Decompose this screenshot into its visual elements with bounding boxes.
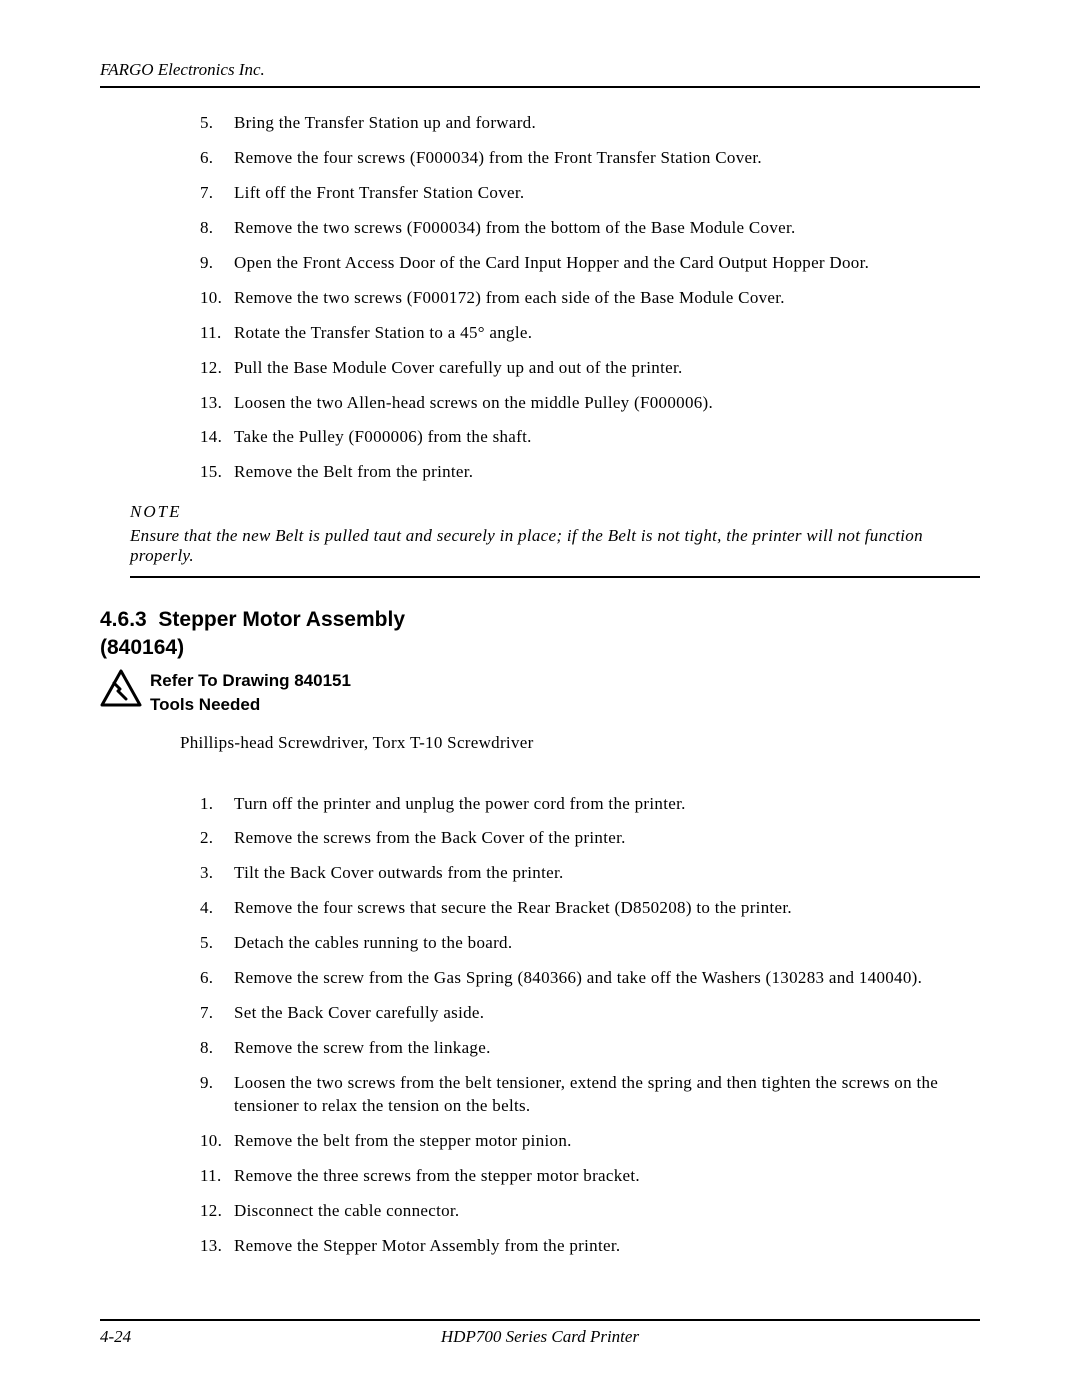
step-item: 7.Set the Back Cover carefully aside. [200, 1002, 970, 1025]
step-text: Remove the four screws (F000034) from th… [234, 147, 970, 170]
section-title: Stepper Motor Assembly [158, 608, 405, 631]
section-number: 4.6.3 [100, 608, 147, 631]
step-text: Detach the cables running to the board. [234, 932, 970, 955]
step-text: Rotate the Transfer Station to a 45° ang… [234, 322, 970, 345]
step-text: Loosen the two Allen-head screws on the … [234, 392, 970, 415]
step-number: 6. [200, 967, 234, 990]
refer-block: Refer To Drawing 840151 Tools Needed [100, 669, 980, 717]
tools-needed-label: Tools Needed [150, 693, 351, 717]
step-number: 13. [200, 392, 234, 415]
step-number: 12. [200, 357, 234, 380]
step-number: 7. [200, 1002, 234, 1025]
step-text: Remove the two screws (F000034) from the… [234, 217, 970, 240]
step-number: 5. [200, 932, 234, 955]
step-text: Open the Front Access Door of the Card I… [234, 252, 970, 275]
step-number: 11. [200, 322, 234, 345]
step-item: 13.Loosen the two Allen-head screws on t… [200, 392, 970, 415]
refer-drawing-label: Refer To Drawing 840151 [150, 669, 351, 693]
step-item: 2.Remove the screws from the Back Cover … [200, 827, 970, 850]
step-number: 1. [200, 793, 234, 816]
section-heading: 4.6.3 Stepper Motor Assembly (840164) [100, 606, 980, 661]
header-company: FARGO Electronics Inc. [100, 60, 980, 88]
step-number: 9. [200, 252, 234, 275]
section-part-number: (840164) [100, 636, 184, 659]
step-text: Pull the Base Module Cover carefully up … [234, 357, 970, 380]
page-footer: 4-24 HDP700 Series Card Printer [100, 1319, 980, 1347]
step-number: 15. [200, 461, 234, 484]
refer-text-block: Refer To Drawing 840151 Tools Needed [150, 669, 351, 717]
step-item: 10.Remove the belt from the stepper moto… [200, 1130, 970, 1153]
step-number: 5. [200, 112, 234, 135]
step-number: 4. [200, 897, 234, 920]
step-text: Remove the Stepper Motor Assembly from t… [234, 1235, 970, 1258]
step-item: 13.Remove the Stepper Motor Assembly fro… [200, 1235, 970, 1258]
step-text: Remove the screws from the Back Cover of… [234, 827, 970, 850]
caution-triangle-icon [100, 669, 142, 707]
step-number: 12. [200, 1200, 234, 1223]
footer-product-line: HDP700 Series Card Printer [100, 1327, 980, 1347]
step-text: Remove the belt from the stepper motor p… [234, 1130, 970, 1153]
step-number: 6. [200, 147, 234, 170]
step-item: 11.Remove the three screws from the step… [200, 1165, 970, 1188]
step-item: 7.Lift off the Front Transfer Station Co… [200, 182, 970, 205]
step-text: Bring the Transfer Station up and forwar… [234, 112, 970, 135]
step-text: Remove the two screws (F000172) from eac… [234, 287, 970, 310]
step-number: 9. [200, 1072, 234, 1118]
step-text: Set the Back Cover carefully aside. [234, 1002, 970, 1025]
step-text: Take the Pulley (F000006) from the shaft… [234, 426, 970, 449]
step-text: Remove the three screws from the stepper… [234, 1165, 970, 1188]
step-item: 6.Remove the four screws (F000034) from … [200, 147, 970, 170]
step-text: Lift off the Front Transfer Station Cove… [234, 182, 970, 205]
step-number: 10. [200, 287, 234, 310]
step-item: 9.Open the Front Access Door of the Card… [200, 252, 970, 275]
step-number: 2. [200, 827, 234, 850]
step-item: 12.Pull the Base Module Cover carefully … [200, 357, 970, 380]
step-item: 10.Remove the two screws (F000172) from … [200, 287, 970, 310]
step-item: 3.Tilt the Back Cover outwards from the … [200, 862, 970, 885]
step-number: 13. [200, 1235, 234, 1258]
step-item: 1.Turn off the printer and unplug the po… [200, 793, 970, 816]
step-text: Remove the four screws that secure the R… [234, 897, 970, 920]
step-text: Disconnect the cable connector. [234, 1200, 970, 1223]
step-text: Remove the screw from the linkage. [234, 1037, 970, 1060]
note-label: NOTE [130, 502, 980, 522]
step-text: Loosen the two screws from the belt tens… [234, 1072, 970, 1118]
step-item: 11.Rotate the Transfer Station to a 45° … [200, 322, 970, 345]
step-text: Remove the screw from the Gas Spring (84… [234, 967, 970, 990]
step-item: 9.Loosen the two screws from the belt te… [200, 1072, 970, 1118]
step-number: 8. [200, 1037, 234, 1060]
second-steps-list: 1.Turn off the printer and unplug the po… [200, 793, 970, 1258]
step-item: 12.Disconnect the cable connector. [200, 1200, 970, 1223]
step-text: Tilt the Back Cover outwards from the pr… [234, 862, 970, 885]
step-item: 8.Remove the two screws (F000034) from t… [200, 217, 970, 240]
step-text: Turn off the printer and unplug the powe… [234, 793, 970, 816]
note-body: Ensure that the new Belt is pulled taut … [130, 526, 980, 578]
step-number: 14. [200, 426, 234, 449]
step-item: 14.Take the Pulley (F000006) from the sh… [200, 426, 970, 449]
tools-needed-text: Phillips-head Screwdriver, Torx T-10 Scr… [180, 733, 980, 753]
step-item: 4.Remove the four screws that secure the… [200, 897, 970, 920]
step-number: 3. [200, 862, 234, 885]
step-number: 11. [200, 1165, 234, 1188]
step-item: 8.Remove the screw from the linkage. [200, 1037, 970, 1060]
step-number: 7. [200, 182, 234, 205]
page-container: FARGO Electronics Inc. 5.Bring the Trans… [0, 0, 1080, 1397]
step-item: 15.Remove the Belt from the printer. [200, 461, 970, 484]
step-item: 5.Detach the cables running to the board… [200, 932, 970, 955]
step-number: 8. [200, 217, 234, 240]
step-number: 10. [200, 1130, 234, 1153]
step-item: 5.Bring the Transfer Station up and forw… [200, 112, 970, 135]
first-steps-list: 5.Bring the Transfer Station up and forw… [200, 112, 970, 484]
step-text: Remove the Belt from the printer. [234, 461, 970, 484]
step-item: 6.Remove the screw from the Gas Spring (… [200, 967, 970, 990]
